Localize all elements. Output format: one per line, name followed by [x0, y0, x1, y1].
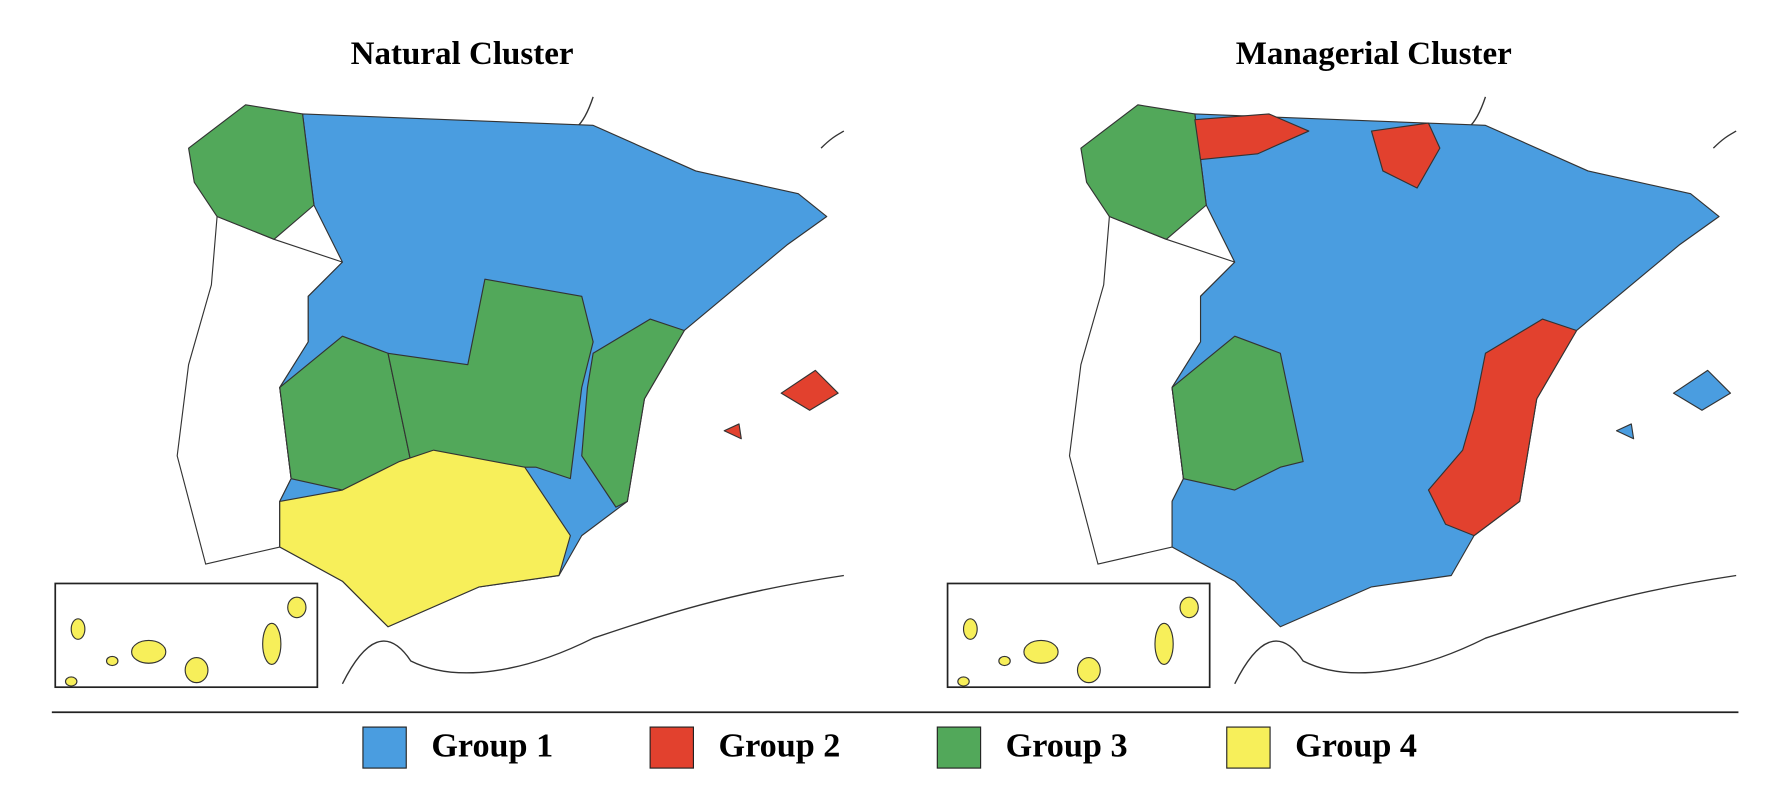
- region: [581, 318, 685, 508]
- region: [957, 596, 1199, 687]
- region: [279, 449, 571, 628]
- region: [64, 596, 307, 687]
- region: [1615, 369, 1732, 440]
- legend-swatch: [362, 726, 407, 769]
- region: [387, 278, 594, 480]
- map-title: Managerial Cluster: [1236, 36, 1512, 72]
- legend-label: Group 2: [719, 728, 841, 765]
- region: [1194, 113, 1310, 161]
- map-title: Natural Cluster: [351, 36, 574, 72]
- legend-label: Group 3: [1006, 728, 1128, 765]
- legend: Group 1 Group 2 Group 3 Group 4: [362, 726, 1417, 769]
- region: [1370, 122, 1441, 189]
- legend-swatch: [1226, 726, 1271, 769]
- legend-swatch: [649, 726, 694, 769]
- region: [188, 104, 315, 240]
- region: [1080, 104, 1207, 240]
- natural-map: [54, 96, 845, 689]
- legend-swatch: [936, 726, 982, 769]
- legend-label: Group 4: [1295, 728, 1417, 765]
- legend-label: Group 1: [431, 728, 553, 765]
- managerial-map: [946, 96, 1738, 689]
- region: [1427, 318, 1578, 537]
- region: [723, 369, 839, 440]
